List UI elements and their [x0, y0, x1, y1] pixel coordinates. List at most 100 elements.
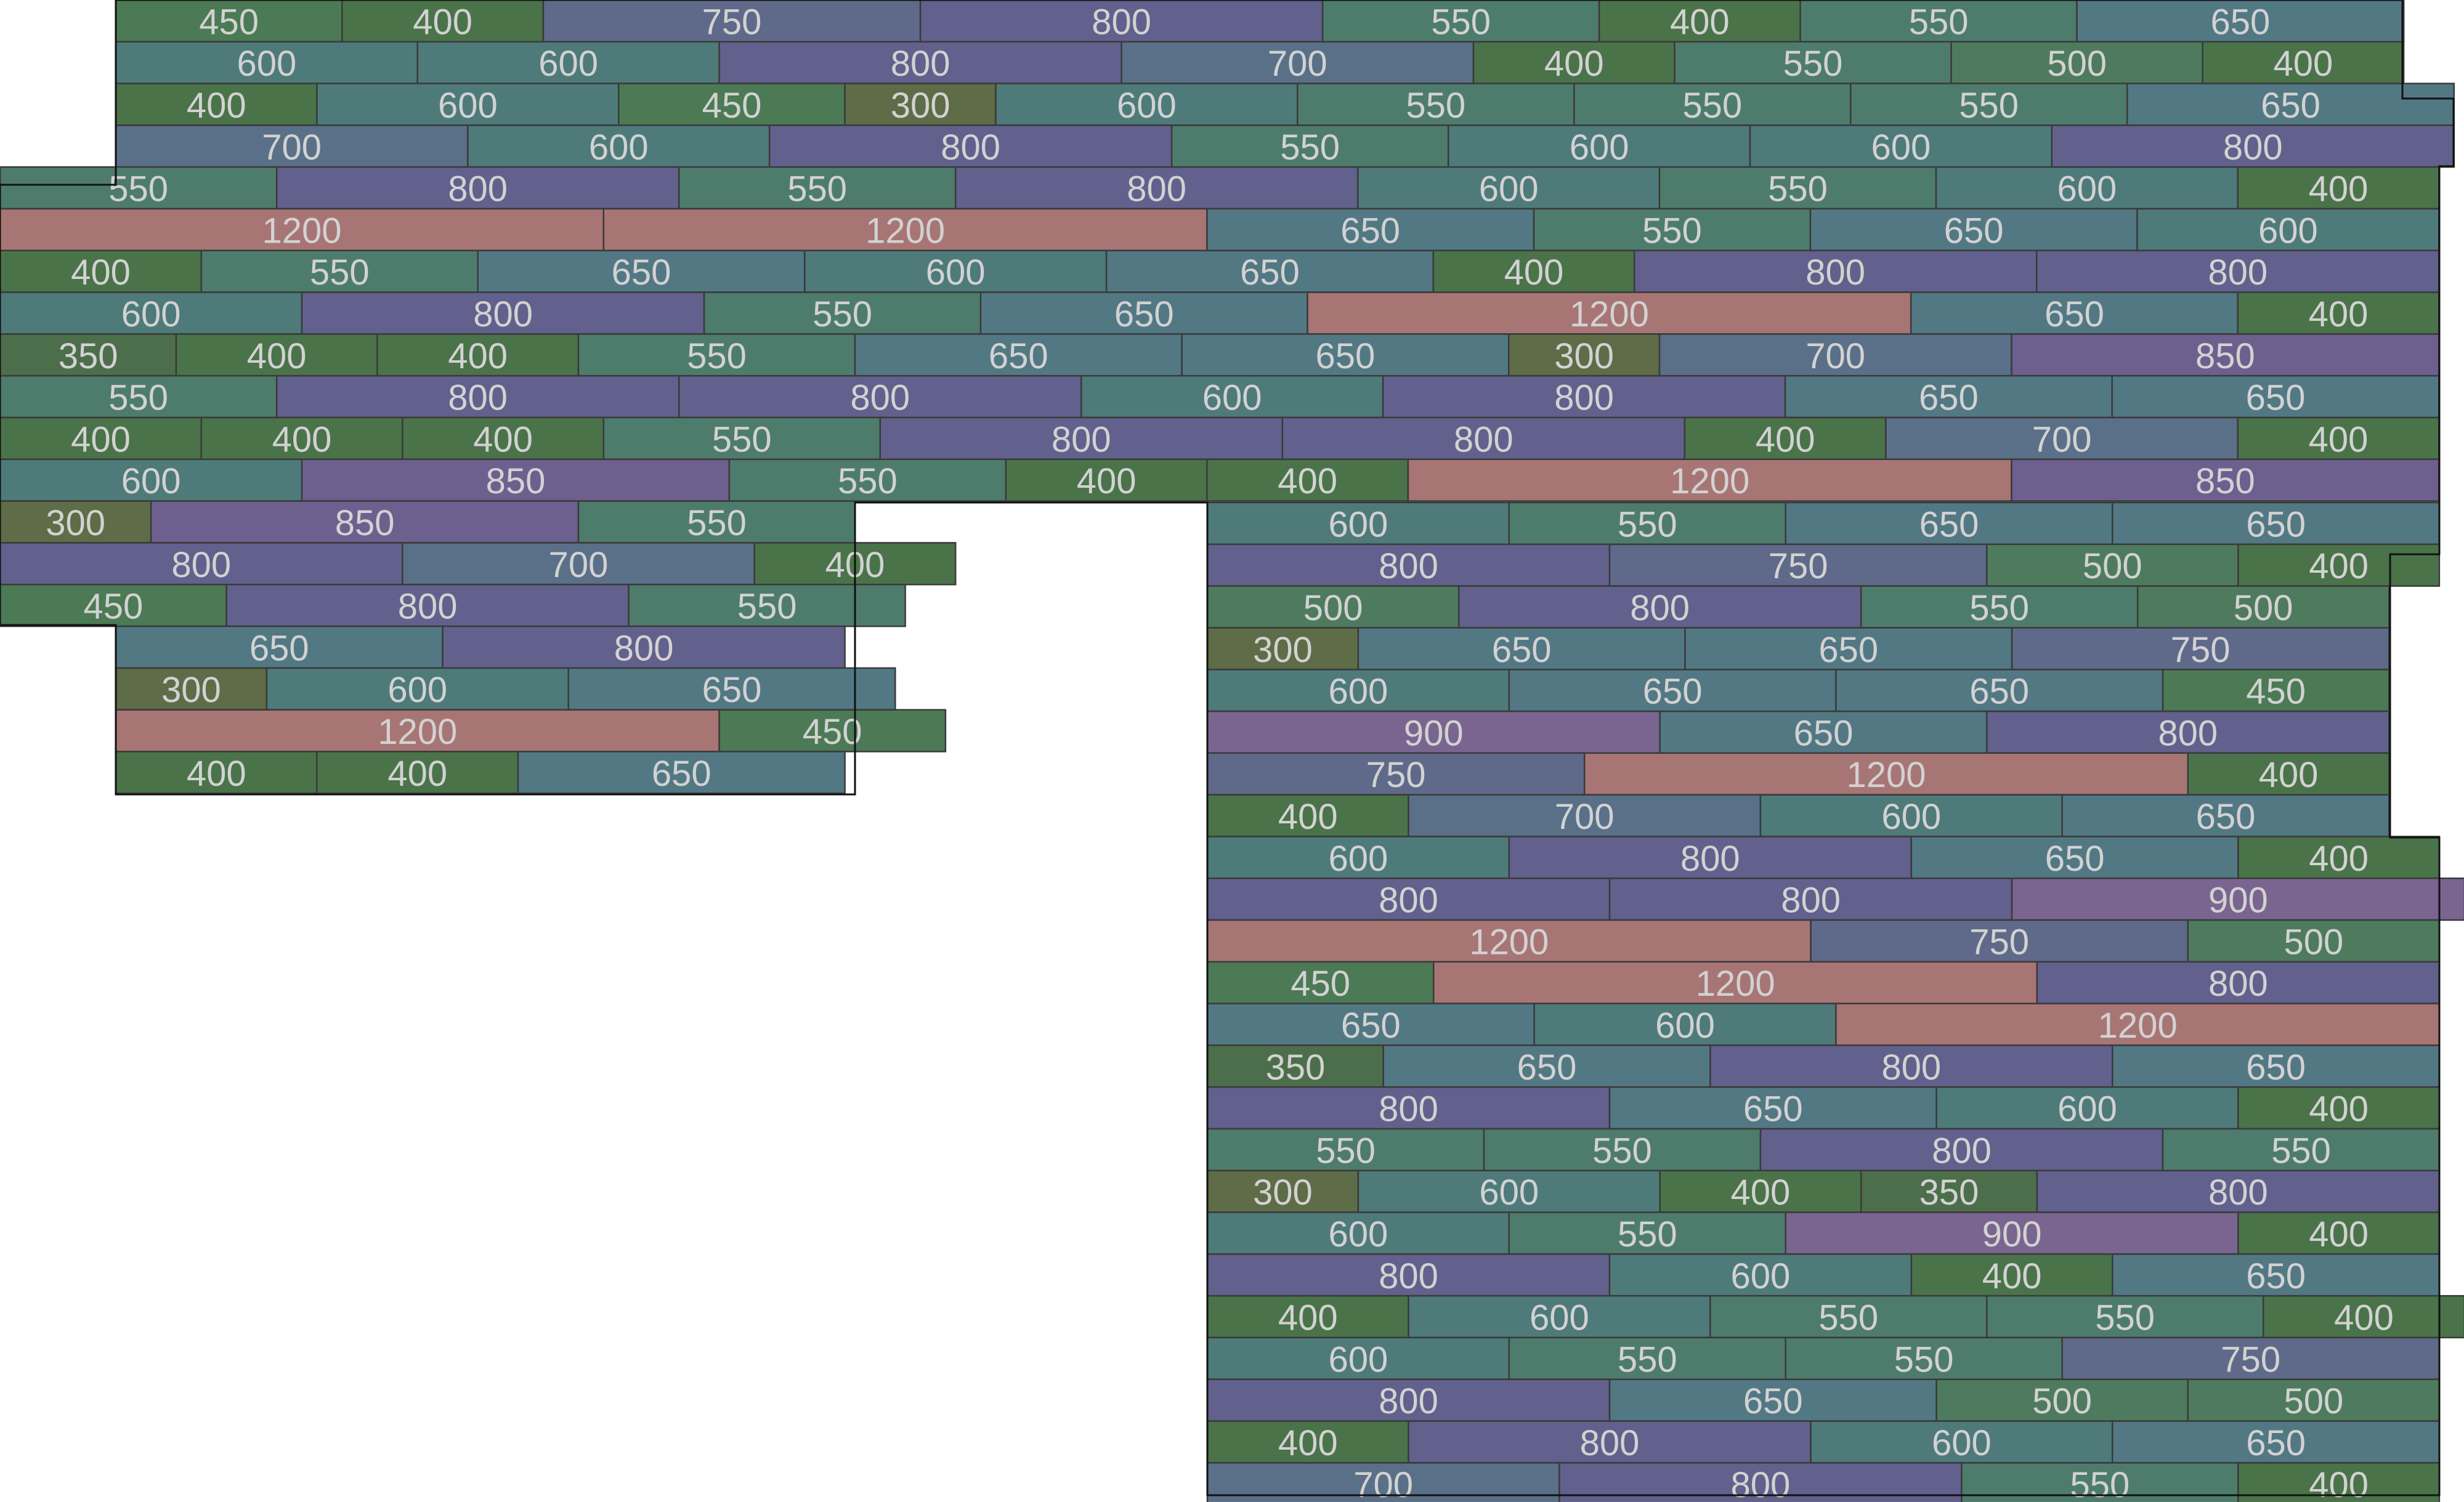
plank-length-label: 1200 — [378, 712, 457, 752]
plank-rect — [2011, 877, 2464, 921]
plank-length-label: 650 — [2045, 839, 2105, 879]
plank-rect — [1809, 208, 2138, 252]
plank-length-label: 550 — [712, 419, 772, 459]
plank-left-r11-p6: 850 — [2011, 458, 2440, 502]
plank-right-r16-p2: 400 — [1659, 1169, 1862, 1213]
plank-length-label: 450 — [702, 86, 762, 126]
plank-length-label: 700 — [549, 545, 609, 585]
plank-rect — [2011, 333, 2440, 377]
plank-right-r9-p2: 900 — [2011, 877, 2464, 921]
plank-rect — [1935, 1378, 2189, 1422]
plank-left-r17-p1: 450 — [718, 709, 947, 753]
plank-left-r5-p0: 1200 — [0, 208, 605, 252]
plank-left-r8-p5: 650 — [1181, 333, 1510, 377]
plank-right-r17-p2: 900 — [1785, 1211, 2239, 1255]
plank-length-label: 550 — [2095, 1298, 2155, 1338]
plank-length-label: 550 — [1316, 1131, 1376, 1171]
plank-length-label: 650 — [1517, 1048, 1577, 1088]
plank-length-label: 550 — [1592, 1131, 1652, 1171]
plank-left-r2-p7: 550 — [1849, 83, 2128, 126]
plank-length-label: 750 — [2221, 1339, 2280, 1379]
plank-rect — [0, 249, 203, 293]
plank-right-r18-p1: 600 — [1608, 1253, 1913, 1297]
plank-rect — [718, 709, 947, 753]
plank-rect — [0, 583, 227, 628]
plank-length-label: 550 — [737, 587, 797, 627]
plank-left-r6-p3: 600 — [804, 249, 1108, 293]
plank-left-r4-p0: 550 — [0, 166, 278, 210]
plank-length-label: 600 — [589, 127, 649, 168]
plank-length-label: 800 — [1092, 2, 1151, 42]
plank-left-r2-p1: 600 — [316, 83, 620, 126]
plank-left-r1-p0: 600 — [115, 41, 419, 84]
plank-length-label: 800 — [614, 628, 674, 668]
plank-left-r5-p4: 650 — [1809, 208, 2138, 252]
plank-length-label: 800 — [1580, 1423, 1640, 1463]
plank-length-label: 650 — [1919, 378, 1979, 418]
plank-length-label: 900 — [2208, 881, 2268, 921]
plank-length-label: 500 — [2284, 922, 2344, 962]
plank-length-label: 600 — [1329, 1214, 1388, 1254]
plank-rect — [115, 124, 469, 168]
plank-length-label: 400 — [2309, 1089, 2369, 1129]
plank-left-r2-p4: 600 — [995, 83, 1299, 126]
plank-left-r13-p0: 800 — [0, 542, 403, 586]
plank-rect — [919, 0, 1324, 43]
plank-length-label: 800 — [1379, 1089, 1438, 1129]
plank-left-r11-p4: 400 — [1206, 458, 1409, 502]
plank-length-label: 550 — [1894, 1339, 1954, 1379]
plank-left-r2-p8: 650 — [2126, 83, 2455, 126]
plank-length-label: 550 — [1618, 504, 1677, 544]
plank-right-r16-p3: 350 — [1860, 1169, 2038, 1213]
plank-length-label: 500 — [2032, 1381, 2092, 1421]
plank-length-label: 600 — [1329, 504, 1388, 544]
plank-length-label: 400 — [1278, 1298, 1338, 1338]
plank-length-label: 650 — [2246, 1256, 2306, 1296]
plank-length-label: 600 — [1329, 839, 1388, 879]
plank-length-label: 750 — [1969, 922, 2029, 962]
plank-rect — [2036, 961, 2441, 1004]
plank-left-r7-p4: 1200 — [1307, 291, 1912, 335]
plank-length-label: 400 — [2309, 839, 2369, 879]
plank-length-label: 800 — [1731, 1465, 1791, 1502]
plank-length-label: 800 — [1881, 1048, 1941, 1088]
plank-rect — [0, 291, 303, 335]
plank-right-r21-p3: 500 — [2187, 1378, 2441, 1422]
plank-right-r10-p1: 750 — [1810, 919, 2189, 963]
plank-left-r5-p1: 1200 — [602, 208, 1208, 252]
plank-rect — [316, 751, 519, 794]
plank-length-label: 800 — [1127, 169, 1186, 209]
plank-right-r1-p2: 500 — [1986, 543, 2239, 587]
plank-right-r15-p3: 550 — [2162, 1128, 2441, 1172]
plank-length-label: 450 — [803, 712, 862, 752]
plank-length-label: 600 — [387, 670, 447, 710]
plank-rect — [2112, 501, 2441, 546]
plank-length-label: 550 — [813, 294, 872, 334]
plank-rect — [1986, 543, 2239, 587]
plank-length-label: 700 — [1268, 44, 1327, 84]
plank-right-r2-p0: 500 — [1206, 585, 1460, 629]
plank-length-label: 600 — [538, 44, 598, 84]
plank-length-label: 500 — [1303, 588, 1363, 628]
plank-rect — [2262, 1294, 2464, 1339]
plank-rect — [1799, 0, 2078, 43]
plank-rect — [115, 667, 268, 711]
plank-length-label: 550 — [1682, 86, 1742, 126]
plank-right-r4-p0: 600 — [1206, 668, 1510, 713]
plank-left-r10-p0: 400 — [0, 416, 203, 461]
plank-right-r9-p1: 800 — [1608, 877, 2013, 921]
plank-length-label: 550 — [2271, 1131, 2331, 1171]
plank-rect — [577, 333, 856, 377]
plank-length-label: 550 — [1909, 2, 1969, 42]
plank-left-r8-p7: 700 — [1658, 333, 2012, 377]
plank-rect — [517, 751, 846, 794]
plank-length-label: 300 — [891, 86, 950, 126]
plank-length-label: 550 — [1431, 2, 1491, 42]
plank-left-r3-p0: 700 — [115, 124, 469, 168]
plank-left-r2-p0: 400 — [115, 83, 318, 126]
plank-rect — [402, 542, 755, 586]
plank-rect — [1709, 1044, 2113, 1088]
plank-length-label: 800 — [1805, 252, 1865, 293]
plank-length-label: 400 — [448, 336, 508, 376]
